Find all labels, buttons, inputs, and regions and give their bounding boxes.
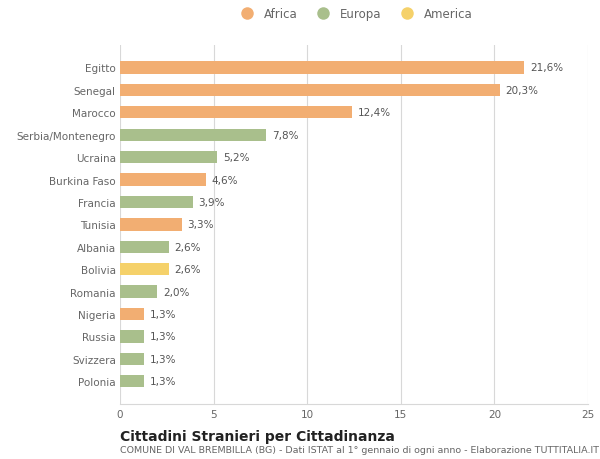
Text: 1,3%: 1,3% [150, 332, 176, 342]
Bar [120, 84, 500, 97]
Text: 2,0%: 2,0% [163, 287, 190, 297]
Text: 2,6%: 2,6% [174, 265, 201, 274]
Bar [120, 196, 193, 209]
Bar [120, 286, 157, 298]
Text: 12,4%: 12,4% [358, 108, 391, 118]
Text: Cittadini Stranieri per Cittadinanza: Cittadini Stranieri per Cittadinanza [120, 429, 395, 443]
Bar [120, 263, 169, 276]
Text: 1,3%: 1,3% [150, 309, 176, 319]
Bar [120, 151, 217, 164]
Text: 21,6%: 21,6% [530, 63, 563, 73]
Text: 3,3%: 3,3% [187, 220, 214, 230]
Text: 3,9%: 3,9% [199, 197, 225, 207]
Text: 7,8%: 7,8% [272, 130, 298, 140]
Bar [120, 330, 145, 343]
Bar [120, 375, 145, 388]
Text: 5,2%: 5,2% [223, 153, 250, 163]
Bar [120, 107, 352, 119]
Text: 4,6%: 4,6% [212, 175, 238, 185]
Bar [120, 129, 266, 141]
Bar [120, 174, 206, 186]
Text: 2,6%: 2,6% [174, 242, 201, 252]
Bar [120, 62, 524, 74]
Bar [120, 241, 169, 253]
Text: COMUNE DI VAL BREMBILLA (BG) - Dati ISTAT al 1° gennaio di ogni anno - Elaborazi: COMUNE DI VAL BREMBILLA (BG) - Dati ISTA… [120, 445, 599, 454]
Legend: Africa, Europa, America: Africa, Europa, America [233, 6, 475, 23]
Bar [120, 219, 182, 231]
Text: 1,3%: 1,3% [150, 376, 176, 386]
Text: 1,3%: 1,3% [150, 354, 176, 364]
Bar [120, 308, 145, 320]
Bar [120, 353, 145, 365]
Text: 20,3%: 20,3% [506, 86, 539, 95]
